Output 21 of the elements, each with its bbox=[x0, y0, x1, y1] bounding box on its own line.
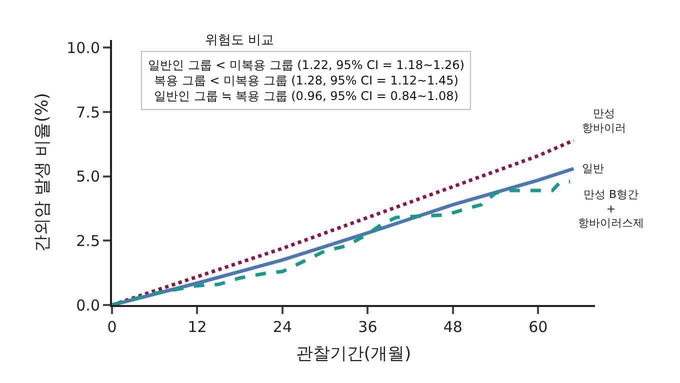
x-tick-label: 12 bbox=[188, 318, 207, 336]
x-tick-label: 36 bbox=[358, 318, 378, 336]
x-tick-label: 48 bbox=[443, 318, 462, 336]
annotation: 복용 그룹 < 미복용 그룹 (1.28, 95% CI = 1.12~1.45) bbox=[154, 74, 458, 88]
y-tick-label: 10.0 bbox=[66, 38, 100, 57]
series-label: 만성 항바이러 bbox=[582, 107, 626, 134]
y-tick-label: 2.5 bbox=[76, 232, 100, 250]
y-tick-label: 0.0 bbox=[76, 296, 100, 314]
x-tick-label: 24 bbox=[272, 318, 292, 336]
y-tick-label: 5.0 bbox=[76, 168, 100, 186]
y-axis-title: 간외암 발생 비율(%) bbox=[32, 92, 53, 252]
line-series bbox=[112, 138, 576, 305]
x-axis-title: 관찰기간(개월) bbox=[296, 344, 412, 364]
y-tick-label: 7.5 bbox=[76, 103, 100, 122]
annotation: 일반인 그룹 ≒ 복용 그룹 (0.96, 95% CI = 0.84~1.08) bbox=[154, 89, 458, 104]
annotation: 위험도 비교 bbox=[205, 33, 274, 48]
series-label: 일반 bbox=[582, 162, 604, 175]
annotation: 일반인 그룹 < 미복용 그룹 (1.22, 95% CI = 1.18~1.26) bbox=[148, 58, 464, 72]
x-tick-label: 0 bbox=[107, 318, 117, 336]
x-tick-label: 60 bbox=[528, 318, 548, 336]
series-label: 만성 B형간 + 항바이러스제 bbox=[578, 188, 644, 230]
